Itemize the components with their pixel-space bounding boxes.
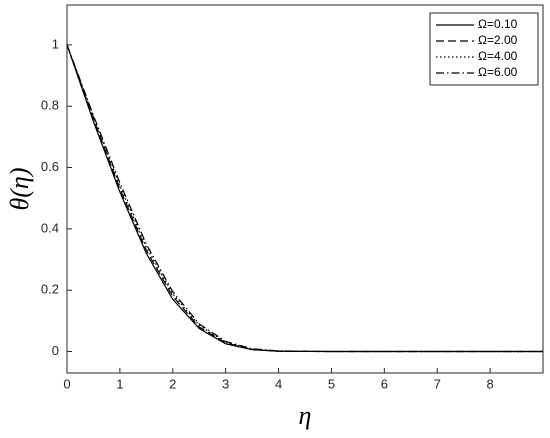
y-tick-label: 0.4	[41, 220, 59, 235]
x-tick-label: 5	[328, 376, 335, 391]
x-tick-label: 1	[116, 376, 123, 391]
x-tick-label: 2	[169, 376, 176, 391]
x-tick-label: 4	[275, 376, 282, 391]
legend-label: Ω=6.00	[478, 65, 518, 79]
legend-label: Ω=2.00	[478, 33, 518, 47]
series-line	[66, 44, 543, 353]
x-tick-label: 3	[222, 376, 229, 391]
y-tick-label: 0.6	[41, 159, 59, 174]
x-axis-title: η	[299, 401, 312, 430]
x-tick-label: 8	[486, 376, 493, 391]
y-tick-label: 0	[52, 343, 59, 358]
x-tick-label: 0	[63, 376, 70, 391]
series-line	[66, 44, 543, 353]
x-tick-label: 6	[381, 376, 388, 391]
y-tick-label: 0.2	[41, 282, 59, 297]
legend-label: Ω=0.10	[478, 17, 518, 31]
y-tick-label: 0.8	[41, 98, 59, 113]
series-line	[66, 44, 543, 353]
legend-label: Ω=4.00	[478, 49, 518, 63]
y-tick-label: 1	[52, 36, 59, 51]
y-axis-title: θ(η)	[5, 168, 34, 211]
x-tick-label: 7	[434, 376, 441, 391]
series-line	[66, 44, 543, 353]
